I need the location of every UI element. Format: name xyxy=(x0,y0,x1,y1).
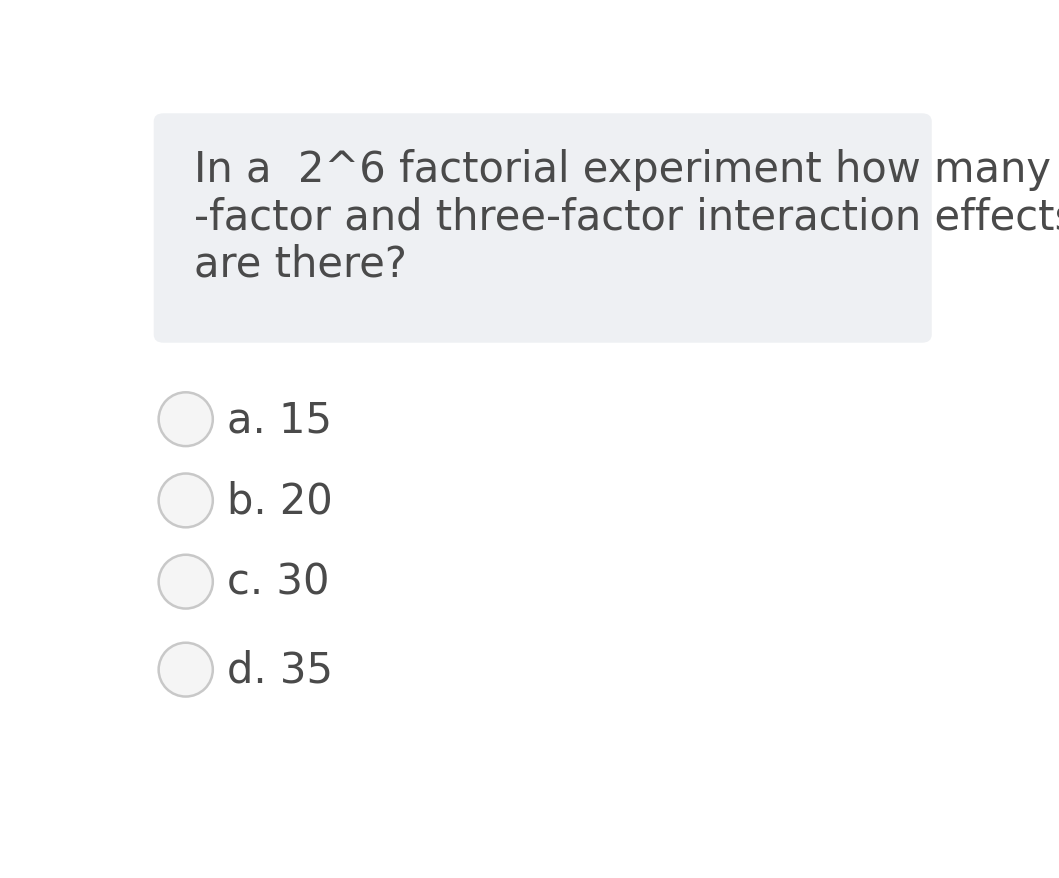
Ellipse shape xyxy=(159,474,213,528)
FancyBboxPatch shape xyxy=(154,114,932,343)
Text: are there?: are there? xyxy=(194,243,407,285)
Text: a. 15: a. 15 xyxy=(227,399,331,441)
Ellipse shape xyxy=(159,392,213,447)
Text: In a  2^6 factorial experiment how many two: In a 2^6 factorial experiment how many t… xyxy=(194,148,1059,191)
Text: b. 20: b. 20 xyxy=(227,480,333,522)
Text: d. 35: d. 35 xyxy=(227,649,333,691)
Ellipse shape xyxy=(159,643,213,697)
Ellipse shape xyxy=(159,555,213,608)
Text: c. 30: c. 30 xyxy=(227,561,329,603)
Text: -factor and three-factor interaction effects: -factor and three-factor interaction eff… xyxy=(194,196,1059,238)
